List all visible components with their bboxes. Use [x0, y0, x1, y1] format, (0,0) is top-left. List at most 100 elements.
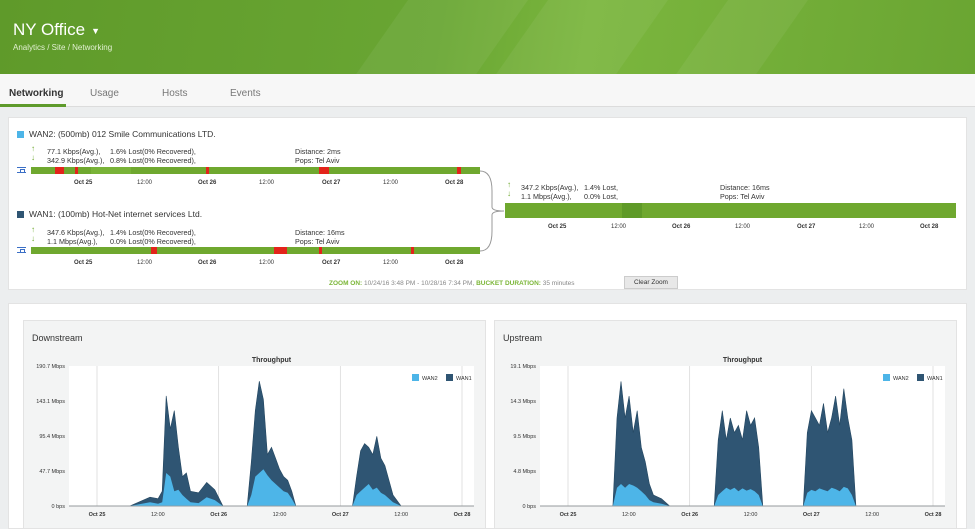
- zoom-range: 10/24/16 3:48 PM - 10/28/16 7:34 PM,: [364, 280, 475, 287]
- legend-swatch-wan1: [446, 374, 453, 381]
- timeline-tick: 12:00: [137, 180, 153, 186]
- wan1-label-text: WAN1: (100mb) Hot-Net internet services …: [29, 209, 203, 219]
- upstream-chart[interactable]: Throughput 19.1 Mbps 14.3 Mbps 9.5 Mbps 4.8 …: [494, 350, 957, 529]
- wan1-up-rate: 347.6 Kbps(Avg.),: [47, 228, 105, 237]
- timeline-tick: 12:00: [383, 260, 399, 266]
- wan2-up-rate: 77.1 Kbps(Avg.),: [47, 147, 101, 156]
- y-tick-label: 14.3 Mbps: [510, 399, 536, 405]
- y-tick-label: 143.1 Mbps: [36, 399, 65, 405]
- wan2-down-lost: 0.8% Lost(0% Recovered),: [110, 156, 196, 165]
- wan1-area: [540, 381, 945, 507]
- combined-distance: Distance: 16ms: [720, 183, 770, 192]
- y-tick-label: 47.7 Mbps: [39, 469, 65, 475]
- wan1-area: [69, 381, 474, 507]
- wan1-pops: Pops: Tel Aviv: [295, 237, 340, 246]
- y-tick-label: 95.4 Mbps: [39, 434, 65, 440]
- wan1-color-swatch: [17, 210, 24, 218]
- y-tick-label: 19.1 Mbps: [510, 364, 536, 370]
- bucket-label: BUCKET DURATION:: [476, 280, 541, 287]
- timeline-tick: Oct 27: [322, 180, 341, 186]
- chart-title: Throughput: [723, 357, 763, 364]
- legend-swatch-wan2: [412, 374, 419, 381]
- tab-networking[interactable]: Networking: [9, 88, 64, 99]
- israel-flag-icon: [17, 167, 26, 173]
- wan1-down-lost: 0.0% Lost(0% Recovered),: [110, 237, 196, 246]
- wan2-label-text: WAN2: (500mb) 012 Smile Communications L…: [29, 129, 216, 139]
- zoom-label: ZOOM ON:: [329, 280, 363, 287]
- legend-label-wan2: WAN2: [422, 376, 438, 382]
- app-header: NY Office ▼ Analytics / Site / Networkin…: [0, 0, 975, 74]
- legend-swatch-wan2: [883, 374, 890, 381]
- timeline-tick: 12:00: [383, 180, 399, 186]
- y-tick-label: 0 bps: [52, 504, 66, 510]
- x-tick-label: Oct 26: [681, 512, 698, 518]
- download-arrow-icon: ↓: [31, 234, 35, 243]
- upload-arrow-icon: ↑: [31, 144, 35, 153]
- timeline-tick: Oct 26: [198, 180, 217, 186]
- timeline-tick: Oct 27: [322, 260, 341, 266]
- timeline-tick: 12:00: [259, 180, 275, 186]
- wan1-timeline-bar[interactable]: [31, 247, 480, 254]
- timeline-tick: 12:00: [735, 224, 751, 230]
- zoom-info: ZOOM ON: 10/24/16 3:48 PM - 10/28/16 7:3…: [329, 280, 575, 287]
- timeline-tick: Oct 25: [548, 224, 567, 230]
- downstream-chart[interactable]: Throughput 190.7 Mbps 143.1 Mbps 95.4 Mbps 4…: [23, 350, 486, 529]
- tab-bar: Networking Usage Hosts Events: [0, 74, 975, 107]
- breadcrumb: Analytics / Site / Networking: [13, 43, 113, 52]
- timeline-tick: Oct 28: [445, 180, 464, 186]
- timeline-tick: Oct 26: [672, 224, 691, 230]
- combined-up-lost: 1.4% Lost,: [584, 183, 618, 192]
- wan2-timeline-bar[interactable]: [31, 167, 480, 174]
- active-tab-indicator: [0, 104, 66, 107]
- y-tick-label: 4.8 Mbps: [513, 469, 536, 475]
- legend-label-wan1: WAN1: [456, 376, 472, 382]
- upstream-title: Upstream: [503, 333, 543, 343]
- upload-arrow-icon: ↑: [31, 225, 35, 234]
- combined-down-rate: 1.1 Mbps(Avg.),: [521, 192, 572, 201]
- combined-timeline-bar[interactable]: [505, 203, 956, 218]
- wan1-distance: Distance: 16ms: [295, 228, 345, 237]
- combined-up-rate: 347.2 Kbps(Avg.),: [521, 183, 579, 192]
- x-tick-label: Oct 27: [803, 512, 820, 518]
- timeline-tick: 12:00: [259, 260, 275, 266]
- wan2-distance: Distance: 2ms: [295, 147, 341, 156]
- x-tick-label: Oct 26: [210, 512, 227, 518]
- combined-pops: Pops: Tel Aviv: [720, 192, 765, 201]
- timeline-tick: 12:00: [137, 260, 153, 266]
- tab-events[interactable]: Events: [230, 88, 261, 99]
- wan2-up-lost: 1.6% Lost(0% Recovered),: [110, 147, 196, 156]
- x-tick-label: 12:00: [865, 512, 879, 518]
- x-tick-label: 12:00: [273, 512, 287, 518]
- chart-title: Throughput: [252, 357, 292, 364]
- x-tick-label: Oct 28: [925, 512, 942, 518]
- site-selector[interactable]: NY Office ▼: [13, 20, 100, 40]
- legend-label-wan2: WAN2: [893, 376, 909, 382]
- wan2-pops: Pops: Tel Aviv: [295, 156, 340, 165]
- legend-label-wan1: WAN1: [927, 376, 943, 382]
- wan1-label: WAN1: (100mb) Hot-Net internet services …: [17, 209, 202, 219]
- wan1-down-rate: 1.1 Mbps(Avg.),: [47, 237, 98, 246]
- combined-down-lost: 0.0% Lost,: [584, 192, 618, 201]
- x-tick-label: 12:00: [622, 512, 636, 518]
- site-title: NY Office: [13, 20, 86, 39]
- downstream-title: Downstream: [32, 333, 83, 343]
- tab-usage[interactable]: Usage: [90, 88, 119, 99]
- x-tick-label: Oct 25: [89, 512, 106, 518]
- wan2-area: [540, 484, 945, 506]
- timeline-tick: 12:00: [859, 224, 875, 230]
- bucket-value: 35 minutes: [542, 280, 575, 287]
- upload-arrow-icon: ↑: [507, 180, 511, 189]
- x-tick-label: Oct 27: [332, 512, 349, 518]
- timeline-tick: 12:00: [611, 224, 627, 230]
- legend-swatch-wan1: [917, 374, 924, 381]
- tab-hosts[interactable]: Hosts: [162, 88, 188, 99]
- y-tick-label: 9.5 Mbps: [513, 434, 536, 440]
- x-tick-label: Oct 28: [454, 512, 471, 518]
- timeline-tick: Oct 26: [198, 260, 217, 266]
- y-tick-label: 190.7 Mbps: [36, 364, 65, 370]
- wan-merge-connector: [479, 170, 505, 252]
- chevron-down-icon: ▼: [91, 26, 101, 36]
- y-tick-label: 0 bps: [523, 504, 537, 510]
- download-arrow-icon: ↓: [31, 153, 35, 162]
- clear-zoom-button[interactable]: Clear Zoom: [624, 276, 678, 289]
